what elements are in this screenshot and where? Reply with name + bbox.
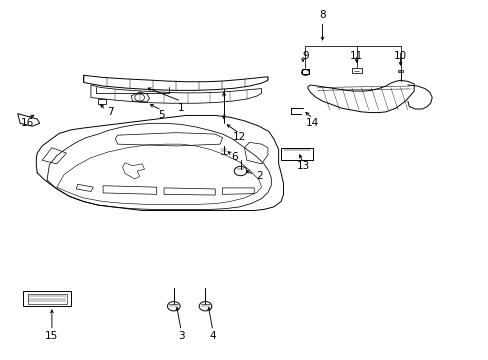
Text: 4: 4	[209, 331, 216, 341]
Text: 15: 15	[45, 331, 59, 341]
Text: 6: 6	[231, 152, 238, 162]
Text: 2: 2	[255, 171, 262, 181]
Text: 8: 8	[319, 10, 325, 20]
Text: 16: 16	[21, 118, 34, 128]
Text: 1: 1	[178, 103, 184, 113]
Text: 12: 12	[232, 132, 246, 142]
Text: 7: 7	[107, 107, 114, 117]
Text: 14: 14	[305, 118, 319, 128]
Text: 9: 9	[302, 51, 308, 61]
Text: 5: 5	[158, 111, 164, 121]
Text: 10: 10	[393, 51, 407, 61]
Text: 11: 11	[349, 51, 363, 61]
Text: 13: 13	[296, 161, 309, 171]
Text: 3: 3	[178, 331, 184, 341]
